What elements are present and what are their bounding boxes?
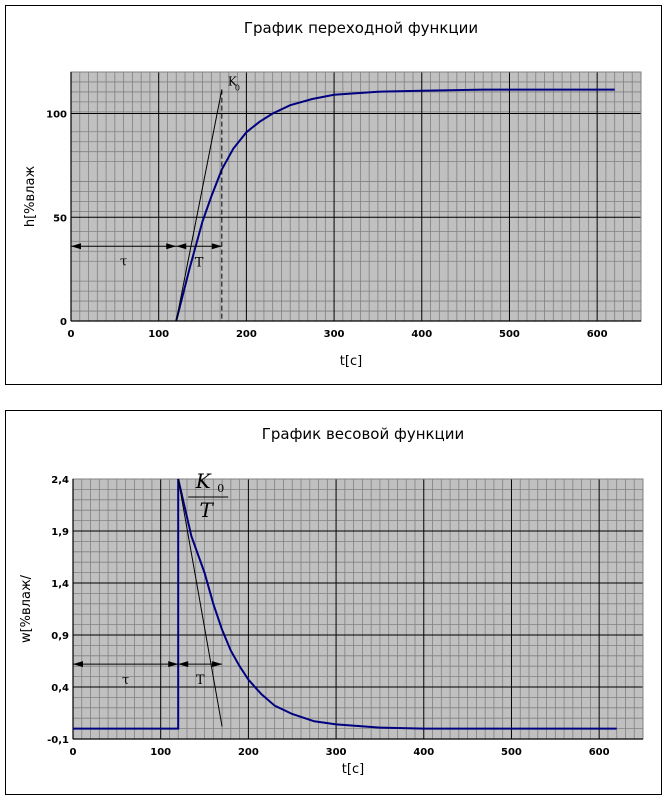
x-tick-label: 500 xyxy=(499,329,520,340)
fraction-numerator-subscript: 0 xyxy=(217,482,224,495)
x-tick-label: 400 xyxy=(411,329,432,340)
T-arrow-arrowhead-left xyxy=(178,661,189,668)
T-arrow-arrowhead-right xyxy=(211,243,222,250)
x-tick-label: 0 xyxy=(68,329,75,340)
weight-function-chart: График весовой функции 0 100 200 300 400 500 60… xyxy=(19,425,644,777)
fraction-denominator: T xyxy=(200,498,215,522)
y-tick-label: 0,9 xyxy=(51,631,69,642)
tangent-line xyxy=(175,89,223,322)
x-tick-label: 100 xyxy=(150,747,171,758)
T-arrow-arrowhead-right xyxy=(212,661,223,668)
x-tick-label: 300 xyxy=(326,747,347,758)
x-tick-label: 200 xyxy=(236,329,257,340)
T-label: T xyxy=(195,255,204,270)
chart-title: График переходной функции xyxy=(244,19,478,37)
transient-function-chart: График переходной функции 0 100 200 300 400 50… xyxy=(23,19,642,369)
x-tick-label: 200 xyxy=(238,747,259,758)
x-tick-label: 0 xyxy=(70,747,77,758)
x-tick-label: 300 xyxy=(324,329,345,340)
x-tick-label: 600 xyxy=(589,747,610,758)
tau-arrow-arrowhead-left xyxy=(71,243,81,250)
y-axis-label: h[%влаж xyxy=(23,166,38,228)
K0-label: K xyxy=(228,75,238,89)
T-arrow-arrowhead-left xyxy=(176,243,187,250)
tangent-line xyxy=(177,478,223,727)
x-tick-label: 500 xyxy=(501,747,522,758)
y-tick-label: 100 xyxy=(46,110,67,121)
y-tick-label: 0 xyxy=(60,317,67,328)
y-tick-label: 1,9 xyxy=(51,527,69,538)
x-axis-label: t[c] xyxy=(340,354,362,369)
x-axis-label: t[c] xyxy=(342,762,364,777)
plot-area xyxy=(73,479,643,739)
T-label: T xyxy=(196,673,205,688)
plot-area xyxy=(71,72,641,321)
y-axis-label: w[%влаж/ xyxy=(19,574,34,643)
chart-title: График весовой функции xyxy=(262,425,465,443)
series-line xyxy=(175,88,615,322)
y-tick-label: 2,4 xyxy=(51,475,69,486)
x-tick-label: 100 xyxy=(148,329,169,340)
tau-arrow-arrowhead-right xyxy=(168,661,179,668)
K0-subscript: 0 xyxy=(235,84,240,93)
fraction-numerator: K xyxy=(195,469,212,493)
x-tick-label: 600 xyxy=(587,329,608,340)
x-tick-label: 400 xyxy=(413,747,434,758)
transient-function-panel: График переходной функции 0 100 200 300 400 50… xyxy=(5,5,662,385)
tau-arrow-arrowhead-left xyxy=(73,661,83,668)
tau-label: τ xyxy=(122,673,129,688)
weight-function-panel: График весовой функции 0 100 200 300 400 500 60… xyxy=(5,410,662,795)
tau-arrow-arrowhead-right xyxy=(166,243,177,250)
y-tick-label: 0,4 xyxy=(51,683,69,694)
y-tick-label: 50 xyxy=(53,213,67,224)
tau-label: τ xyxy=(120,254,127,269)
y-tick-label: -0,1 xyxy=(47,735,69,746)
y-tick-label: 1,4 xyxy=(51,579,69,590)
series-line xyxy=(73,478,617,730)
